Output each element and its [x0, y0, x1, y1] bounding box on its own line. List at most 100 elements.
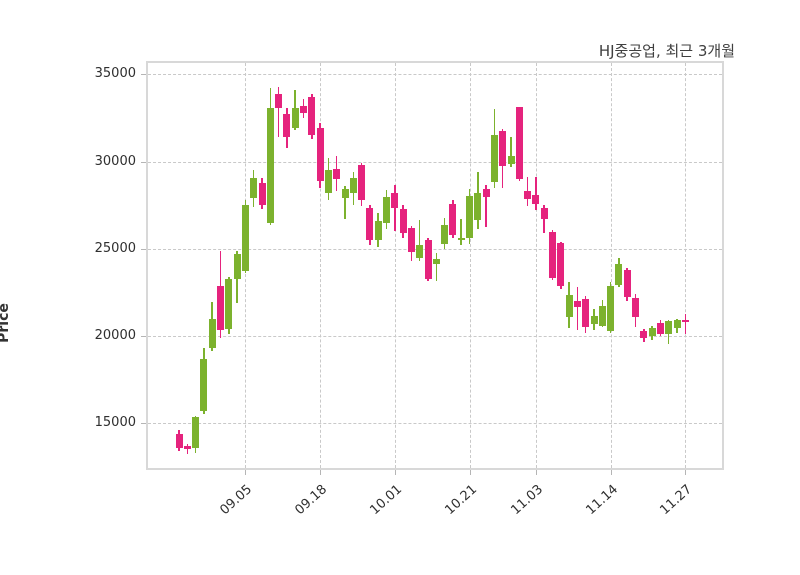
- candle-body: [607, 285, 615, 331]
- y-tick-mark: [141, 248, 146, 250]
- candle-body: [656, 323, 664, 334]
- candle-body: [300, 105, 307, 113]
- y-tick-label: 35000: [94, 66, 136, 82]
- candle-body: [582, 298, 590, 328]
- x-gridline: [610, 63, 612, 468]
- candle-body: [241, 205, 249, 271]
- candle-body: [490, 135, 498, 182]
- candle-body: [366, 207, 374, 241]
- candle-body: [532, 194, 540, 205]
- candle-wick: [418, 220, 421, 262]
- x-tick-label: 09.18: [292, 482, 331, 519]
- candle-body: [590, 316, 598, 324]
- y-tick-mark: [141, 161, 146, 163]
- candle-body: [407, 227, 415, 253]
- candle-body: [358, 165, 366, 201]
- x-tick-label: 09.05: [217, 482, 256, 519]
- x-tick-mark: [320, 470, 322, 475]
- candle-wick: [394, 185, 396, 231]
- candle-body: [391, 193, 399, 208]
- candle-body: [549, 232, 556, 278]
- candle-body: [383, 197, 390, 223]
- candle-body: [441, 225, 449, 244]
- candle-body: [432, 258, 440, 264]
- candle-body: [217, 285, 224, 331]
- candle-body: [250, 178, 258, 199]
- candle-body: [349, 178, 357, 194]
- candle-body: [565, 295, 573, 317]
- x-gridline: [535, 63, 537, 468]
- y-gridline: [148, 336, 722, 338]
- candle-body: [333, 168, 341, 180]
- candle-body: [648, 328, 656, 337]
- candle-body: [291, 107, 299, 128]
- candle-wick: [485, 185, 487, 228]
- x-tick-label: 10.01: [367, 482, 405, 519]
- candle-body: [615, 263, 623, 285]
- candle-wick: [535, 177, 537, 211]
- candle-wick: [684, 314, 687, 335]
- x-tick-mark: [535, 470, 537, 475]
- candle-body: [474, 193, 482, 221]
- candle-body: [681, 320, 689, 323]
- candle-body: [673, 320, 681, 329]
- candlestick-plot-area: [146, 61, 724, 470]
- candle-body: [623, 269, 631, 297]
- candle-body: [449, 203, 457, 235]
- candle-body: [316, 127, 324, 181]
- x-tick-label: 11.27: [657, 482, 696, 519]
- candle-wick: [460, 219, 462, 246]
- candle-body: [324, 170, 332, 194]
- x-tick-mark: [245, 470, 247, 475]
- candle-body: [233, 254, 241, 279]
- candle-body: [524, 191, 532, 200]
- candle-wick: [576, 287, 579, 331]
- candle-body: [598, 305, 606, 326]
- candle-body: [258, 182, 266, 206]
- candle-body: [515, 106, 523, 180]
- candle-body: [192, 417, 200, 448]
- candle-body: [283, 113, 291, 138]
- x-tick-label: 11.03: [508, 482, 546, 519]
- x-tick-mark: [469, 470, 471, 475]
- y-gridline: [148, 423, 722, 425]
- x-tick-mark: [394, 470, 396, 475]
- candle-body: [208, 318, 216, 348]
- y-tick-label: 15000: [94, 415, 136, 431]
- candle-body: [573, 301, 581, 307]
- candle-body: [665, 321, 673, 334]
- x-tick-mark: [610, 470, 612, 475]
- y-tick-label: 30000: [94, 153, 136, 169]
- y-tick-mark: [141, 74, 146, 76]
- candle-body: [457, 237, 465, 241]
- x-gridline: [469, 63, 471, 468]
- candle-body: [466, 195, 473, 239]
- candle-body: [275, 93, 283, 109]
- x-tick-mark: [685, 470, 687, 475]
- candle-body: [183, 446, 191, 449]
- candle-body: [424, 240, 432, 279]
- candle-body: [374, 220, 382, 241]
- candle-body: [540, 207, 548, 220]
- x-tick-label: 10.21: [441, 482, 480, 519]
- chart-title: HJ중공업, 최근 3개월: [598, 42, 735, 60]
- candle-body: [308, 97, 316, 136]
- candle-body: [175, 433, 183, 448]
- candle-body: [507, 156, 515, 165]
- candle-body: [341, 188, 349, 199]
- y-gridline: [148, 74, 722, 76]
- candle-body: [640, 330, 648, 338]
- candle-body: [632, 297, 639, 317]
- x-gridline: [394, 63, 396, 468]
- candle-body: [557, 242, 565, 287]
- candle-body: [225, 279, 233, 330]
- y-gridline: [148, 248, 722, 250]
- candle-wick: [435, 253, 438, 282]
- candle-body: [200, 358, 208, 412]
- candle-wick: [510, 137, 512, 167]
- candle-body: [399, 208, 407, 234]
- candle-wick: [186, 444, 189, 455]
- y-tick-label: 20000: [94, 328, 136, 344]
- y-tick-mark: [141, 336, 146, 338]
